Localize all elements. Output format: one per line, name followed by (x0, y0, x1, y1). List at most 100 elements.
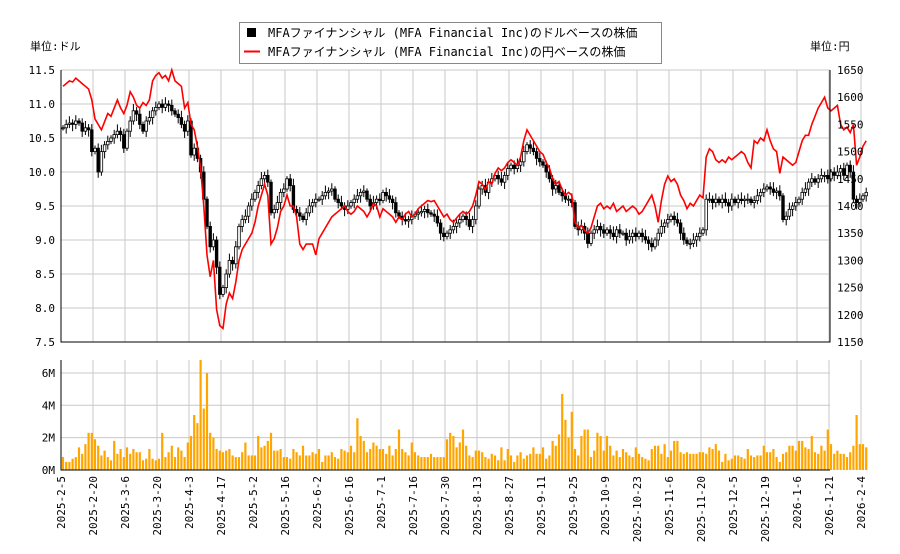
candle-body (115, 130, 120, 135)
volume-bar (679, 452, 682, 470)
candle (458, 213, 462, 228)
candle-body (634, 232, 638, 237)
candle (355, 189, 360, 203)
volume-bar (234, 457, 237, 470)
candle-body (384, 191, 388, 197)
volume-bar (388, 445, 391, 470)
x-tick-label: 2026-1-6 (791, 476, 804, 529)
candle-body (630, 232, 635, 237)
volume-bar (343, 450, 346, 470)
volume-bar (842, 453, 845, 470)
volume-bar (138, 452, 141, 470)
candle (301, 213, 305, 223)
candle-body (826, 174, 830, 180)
candle (390, 195, 395, 210)
candle-body (499, 178, 504, 183)
volume-bar (282, 457, 285, 470)
candle (685, 237, 689, 247)
x-tick-label: 2025-5-16 (279, 476, 292, 536)
volume-bar (212, 437, 215, 470)
candle (288, 174, 292, 192)
candle-body (80, 122, 84, 132)
y-tick-label-jpy: 1250 (837, 282, 864, 295)
candle-body (474, 205, 478, 220)
candle-body (771, 188, 776, 193)
volume-bar (653, 445, 657, 470)
candle (819, 168, 824, 183)
volume-bar (423, 457, 426, 470)
candle-body (381, 191, 385, 201)
volume-bar (673, 440, 676, 470)
candle-body (832, 171, 836, 176)
volume-bar (602, 450, 605, 470)
candle-body (838, 168, 843, 173)
candle-body (438, 222, 443, 234)
candle (378, 193, 382, 206)
candle (304, 208, 308, 226)
candle (541, 159, 545, 168)
x-tick-label: 2025-10-23 (631, 476, 644, 542)
candle (461, 213, 465, 223)
candle-body (320, 195, 324, 200)
volume-bar (289, 458, 292, 470)
candle (832, 167, 836, 182)
x-tick-label: 2025-11-20 (695, 476, 708, 542)
candle-body (704, 198, 708, 231)
y-tick-label-jpy: 1500 (837, 146, 864, 159)
candle-body (138, 113, 142, 125)
candle-body (694, 236, 699, 241)
candle (358, 188, 363, 203)
volume-bar (321, 461, 324, 470)
candle-body (618, 229, 622, 234)
volume-bar (785, 452, 788, 470)
volume-bar (340, 448, 343, 470)
candle-body (179, 117, 184, 125)
candle (157, 101, 161, 111)
candle-body (813, 178, 817, 183)
volume-bar (106, 457, 109, 470)
volume-bar (253, 455, 257, 470)
candle (80, 118, 84, 137)
candle-body (61, 127, 65, 130)
candle (336, 194, 340, 209)
volume-bar (765, 452, 769, 470)
volume-bar (596, 432, 599, 470)
candle (365, 188, 369, 202)
candle (509, 162, 513, 172)
candle (640, 228, 644, 243)
volume-bar (84, 444, 87, 470)
volume-bar (93, 439, 97, 470)
candle-body (150, 110, 155, 119)
y-tick-label-jpy: 1600 (837, 91, 864, 104)
volume-bar (266, 440, 269, 470)
y-tick-label-jpy: 1550 (837, 118, 864, 131)
candle (314, 193, 318, 208)
candle (445, 230, 449, 240)
candle-body (106, 140, 110, 146)
candle-body (272, 208, 276, 214)
candle-body (291, 185, 296, 210)
candle (726, 198, 731, 213)
candle (432, 209, 436, 222)
volume-bar (477, 450, 481, 470)
candle (438, 219, 443, 240)
candle (333, 186, 337, 202)
candle (422, 205, 427, 219)
candle-body (176, 113, 180, 118)
candle (467, 212, 472, 231)
volume-bar (97, 445, 100, 470)
candle (330, 183, 334, 196)
candle (784, 211, 788, 226)
candle-body (134, 110, 139, 115)
candle-body (240, 219, 244, 227)
candle-body (163, 103, 168, 108)
x-tick-label: 2025-7-1 (375, 476, 388, 529)
y-tick-label-jpy: 1300 (837, 254, 864, 267)
candle (144, 116, 148, 137)
candle-body (74, 120, 78, 125)
candle-body (739, 198, 744, 201)
candle-body (502, 174, 507, 183)
candle-body (278, 191, 283, 203)
volume-bar (77, 447, 81, 470)
volume-bar (701, 452, 705, 470)
